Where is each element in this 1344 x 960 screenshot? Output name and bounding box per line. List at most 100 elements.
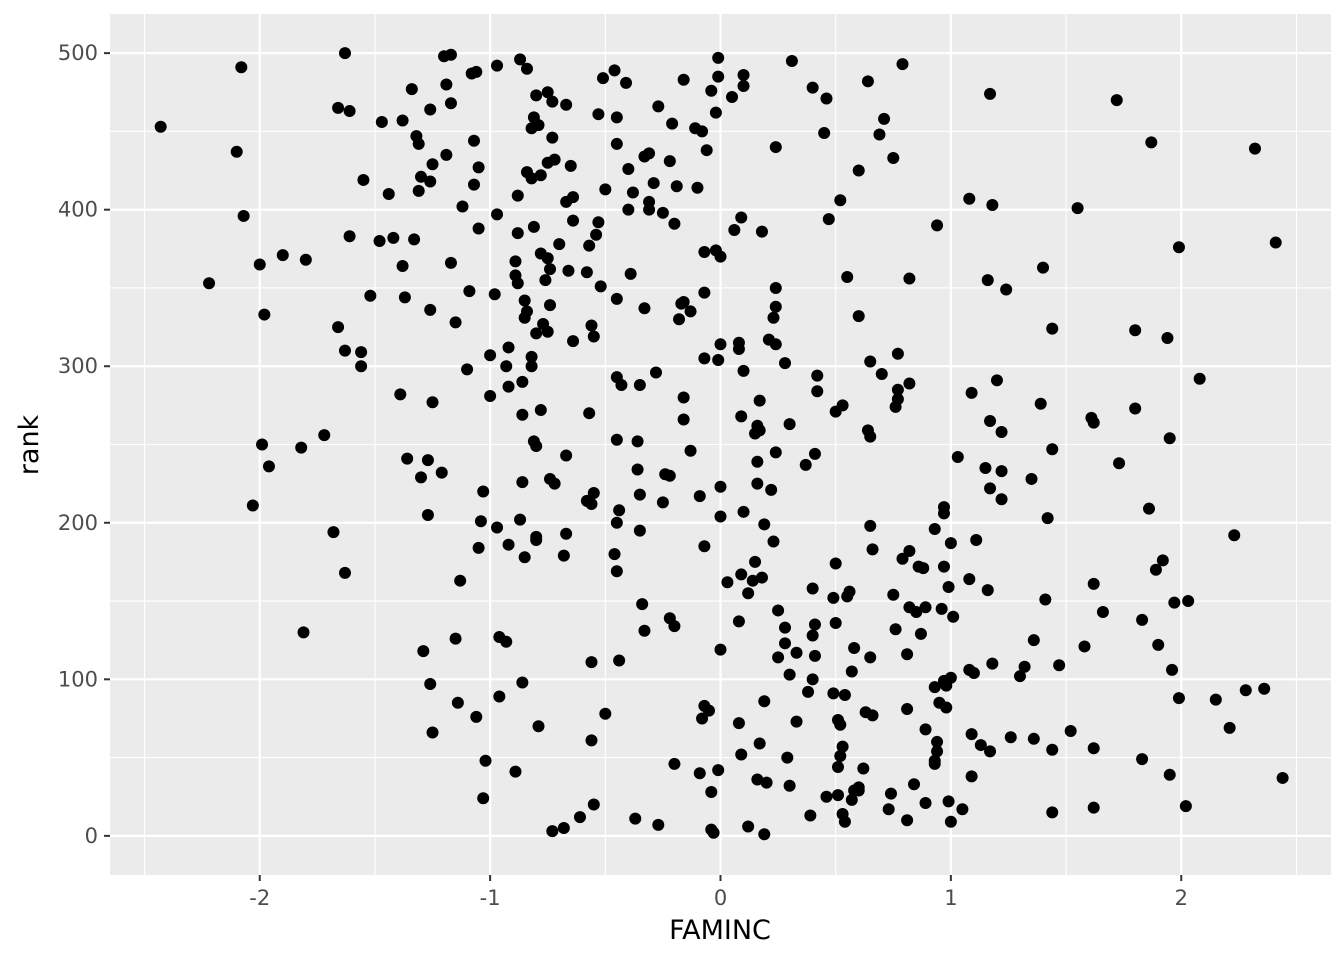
data-point xyxy=(518,551,531,564)
data-point xyxy=(599,183,612,196)
data-point xyxy=(1172,692,1185,705)
data-point xyxy=(903,377,916,390)
data-point xyxy=(735,211,748,224)
data-point xyxy=(995,425,1008,438)
data-point xyxy=(643,203,656,216)
data-point xyxy=(583,407,596,420)
data-point xyxy=(963,192,976,205)
data-point xyxy=(1152,638,1165,651)
y-tick-label: 0 xyxy=(85,824,98,848)
x-axis-tick-labels: -2 -1 0 1 2 xyxy=(249,886,1188,910)
data-point xyxy=(928,681,941,694)
data-point xyxy=(332,101,345,114)
data-point xyxy=(908,778,921,791)
data-point xyxy=(467,178,480,191)
data-point xyxy=(502,538,515,551)
data-point xyxy=(276,249,289,262)
data-point xyxy=(530,440,543,453)
data-point xyxy=(396,114,409,127)
data-point xyxy=(514,513,527,526)
data-point xyxy=(541,86,554,99)
data-point xyxy=(721,576,734,589)
data-point xyxy=(802,685,815,698)
data-point xyxy=(737,80,750,93)
data-point xyxy=(901,648,914,661)
data-point xyxy=(355,360,368,373)
data-point xyxy=(518,294,531,307)
data-point xyxy=(937,560,950,573)
data-point xyxy=(440,78,453,91)
data-point xyxy=(779,637,792,650)
data-point xyxy=(338,344,351,357)
data-point xyxy=(963,573,976,586)
data-point xyxy=(544,263,557,276)
data-point xyxy=(1046,322,1059,335)
data-point xyxy=(656,206,669,219)
data-point xyxy=(698,352,711,365)
data-point xyxy=(864,519,877,532)
data-point xyxy=(834,750,847,763)
data-point xyxy=(564,159,577,172)
data-point xyxy=(610,565,623,578)
data-point xyxy=(852,784,865,797)
data-point xyxy=(726,90,739,103)
x-tick-label: -2 xyxy=(249,886,270,910)
data-point xyxy=(709,106,722,119)
data-point xyxy=(714,510,727,523)
data-point xyxy=(1071,202,1084,215)
data-point xyxy=(1078,640,1091,653)
data-point xyxy=(154,120,167,133)
data-point xyxy=(848,642,861,655)
data-point xyxy=(712,70,725,83)
data-point xyxy=(516,408,529,421)
data-point xyxy=(424,103,437,116)
data-point xyxy=(610,137,623,150)
data-point xyxy=(295,441,308,454)
data-point xyxy=(1110,94,1123,107)
data-point xyxy=(355,346,368,359)
data-point xyxy=(435,466,448,479)
data-point xyxy=(343,230,356,243)
data-point xyxy=(995,465,1008,478)
data-point xyxy=(668,620,681,633)
data-point xyxy=(758,518,771,531)
data-point xyxy=(984,745,997,758)
data-point xyxy=(587,798,600,811)
data-point xyxy=(594,280,607,293)
data-point xyxy=(633,488,646,501)
data-point xyxy=(732,615,745,628)
data-point xyxy=(415,471,428,484)
data-point xyxy=(256,438,269,451)
data-point xyxy=(1053,659,1066,672)
data-point xyxy=(546,95,559,108)
data-point xyxy=(769,446,782,459)
data-point xyxy=(592,108,605,121)
data-point xyxy=(769,338,782,351)
data-point xyxy=(737,364,750,377)
data-point xyxy=(700,144,713,157)
data-point xyxy=(467,134,480,147)
data-point xyxy=(882,803,895,816)
data-point xyxy=(525,360,538,373)
data-point xyxy=(1087,416,1100,429)
data-point xyxy=(896,552,909,565)
data-point xyxy=(707,826,720,839)
data-point xyxy=(541,156,554,169)
data-point xyxy=(836,740,849,753)
data-point xyxy=(838,815,851,828)
data-point xyxy=(765,483,778,496)
data-point xyxy=(592,216,605,229)
data-point xyxy=(297,626,310,639)
data-point xyxy=(299,253,312,266)
data-point xyxy=(516,375,529,388)
data-point xyxy=(472,541,485,554)
data-point xyxy=(742,587,755,600)
data-point xyxy=(728,224,741,237)
data-point xyxy=(746,574,759,587)
data-point xyxy=(493,690,506,703)
data-point xyxy=(421,454,434,467)
data-point xyxy=(1037,261,1050,274)
data-point xyxy=(673,313,686,326)
data-point xyxy=(587,330,600,343)
data-point xyxy=(474,515,487,528)
